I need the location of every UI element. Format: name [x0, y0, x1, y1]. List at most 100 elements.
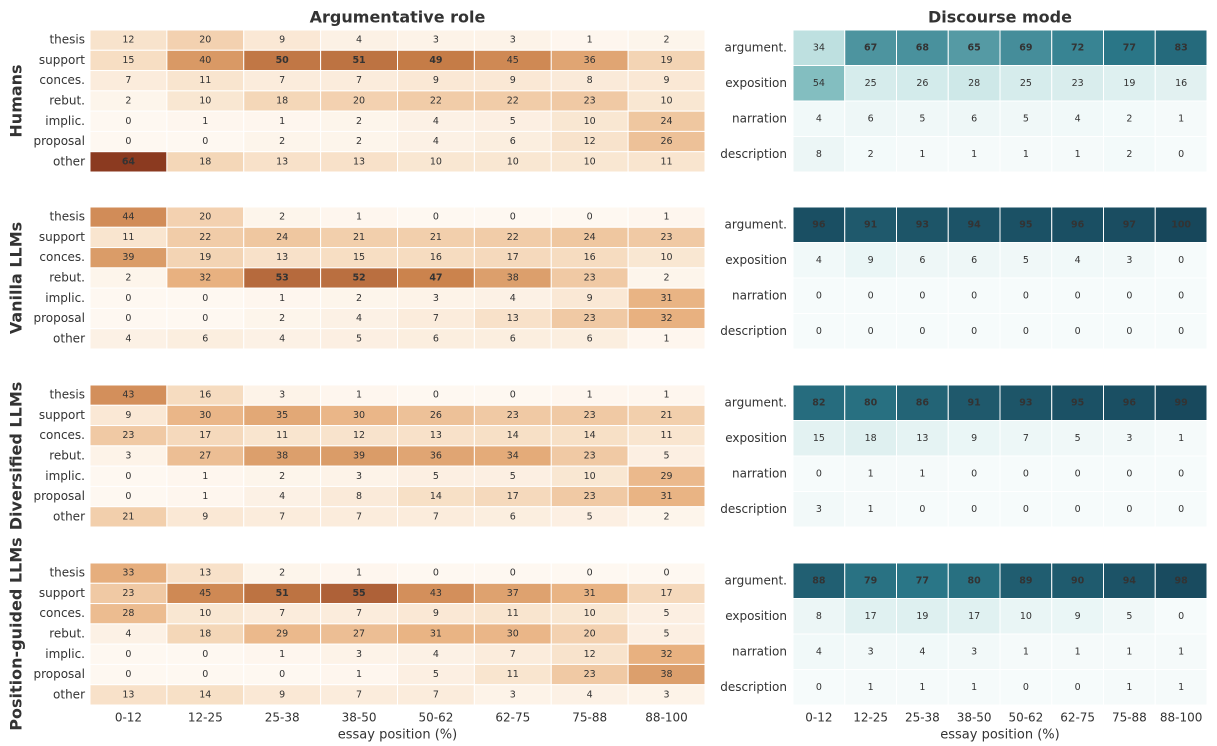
cell-value: 4	[1075, 113, 1081, 124]
cell-value: 1	[202, 471, 208, 482]
cell-value: 5	[919, 113, 925, 124]
cell-value: 37	[507, 588, 519, 599]
cell-value: 1	[1178, 433, 1184, 444]
cell-value: 23	[584, 410, 596, 421]
row-label: exposition	[725, 431, 787, 445]
row-label: thesis	[49, 566, 85, 580]
cell-value: 0	[125, 649, 131, 660]
cell-value: 0	[1126, 468, 1132, 479]
cell-value: 3	[433, 35, 439, 46]
cell-value: 0	[816, 290, 822, 301]
cell-value: 3	[125, 451, 131, 462]
cell-value: 1	[971, 149, 977, 160]
cell-value: 0	[971, 290, 977, 301]
row-label: proposal	[33, 489, 85, 503]
cell-value: 10	[430, 156, 442, 167]
heatmap-cell	[1103, 100, 1156, 137]
cell-value: 14	[430, 491, 442, 502]
cell-value: 1	[356, 212, 362, 223]
cell-value: 5	[510, 116, 516, 127]
heatmap-cell	[947, 455, 1001, 492]
heatmap-cell	[1154, 242, 1208, 279]
x-axis-label: essay position (%)	[338, 728, 457, 743]
cell-value: 20	[584, 629, 596, 640]
cell-value: 6	[202, 333, 208, 344]
cell-value: 22	[430, 96, 442, 107]
cell-value: 0	[125, 491, 131, 502]
cell-value: 64	[122, 156, 136, 167]
cell-value: 3	[279, 390, 285, 401]
heatmap-cell	[999, 633, 1053, 670]
cell-value: 0	[433, 212, 439, 223]
cell-value: 16	[199, 390, 211, 401]
cell-value: 1	[919, 149, 925, 160]
cell-value: 52	[352, 273, 365, 284]
cell-value: 0	[125, 669, 131, 680]
cell-value: 30	[199, 410, 211, 421]
cell-value: 0	[433, 390, 439, 401]
cell-value: 5	[664, 451, 670, 462]
cell-value: 31	[661, 491, 673, 502]
heatmap-cell	[1103, 29, 1156, 66]
cell-value: 6	[510, 511, 516, 522]
heatmap-cell	[896, 242, 949, 279]
cell-value: 18	[199, 629, 211, 640]
cell-value: 13	[276, 252, 288, 263]
cell-value: 1	[356, 390, 362, 401]
cell-value: 36	[584, 55, 596, 66]
row-label: implic.	[45, 469, 85, 483]
cell-value: 95	[1019, 219, 1032, 230]
row-label: implic.	[45, 291, 85, 305]
heatmap-cell	[792, 100, 846, 137]
cell-value: 96	[812, 219, 826, 230]
cell-value: 1	[1075, 149, 1081, 160]
cell-value: 91	[968, 397, 981, 408]
cell-value: 79	[864, 575, 877, 586]
cell-value: 3	[1126, 255, 1132, 266]
cell-value: 17	[199, 430, 211, 441]
cell-value: 55	[352, 588, 365, 599]
cell-value: 21	[661, 410, 673, 421]
cell-value: 1	[868, 504, 874, 515]
cell-value: 4	[919, 646, 925, 657]
cell-value: 68	[916, 42, 930, 53]
cell-value: 1	[868, 682, 874, 693]
cell-value: 26	[430, 410, 442, 421]
cell-value: 13	[430, 430, 442, 441]
heatmap-cell	[1154, 277, 1208, 314]
cell-value: 14	[584, 430, 596, 441]
cell-value: 9	[202, 511, 208, 522]
cell-value: 13	[507, 313, 519, 324]
cell-value: 0	[1126, 326, 1132, 337]
cell-value: 16	[430, 252, 442, 263]
cell-value: 0	[433, 568, 439, 579]
group-label: Diversified LLMs	[7, 382, 26, 531]
cell-value: 39	[122, 252, 134, 263]
cell-value: 23	[584, 96, 596, 107]
heatmap-cell	[627, 684, 706, 706]
x-tick-label: 12-25	[853, 711, 888, 725]
cell-value: 12	[122, 35, 134, 46]
row-label: narration	[732, 644, 787, 658]
row-label: description	[720, 680, 787, 694]
cell-value: 6	[433, 333, 439, 344]
cell-value: 0	[868, 290, 874, 301]
cell-value: 4	[510, 293, 516, 304]
row-label: proposal	[33, 667, 85, 681]
heatmap-cell	[999, 29, 1053, 66]
cell-value: 25	[865, 78, 877, 89]
group-label: Vanilla LLMs	[7, 222, 26, 334]
cell-value: 22	[507, 96, 519, 107]
cell-value: 0	[1178, 468, 1184, 479]
row-label: thesis	[49, 33, 85, 47]
heatmap-cell	[844, 136, 897, 173]
cell-value: 1	[356, 669, 362, 680]
cell-value: 4	[125, 629, 131, 640]
cell-value: 3	[1126, 433, 1132, 444]
cell-value: 0	[1178, 149, 1184, 160]
cell-value: 9	[587, 293, 593, 304]
cell-value: 10	[1020, 611, 1032, 622]
cell-value: 13	[353, 156, 365, 167]
heatmap-cell	[896, 598, 949, 635]
cell-value: 45	[507, 55, 519, 66]
